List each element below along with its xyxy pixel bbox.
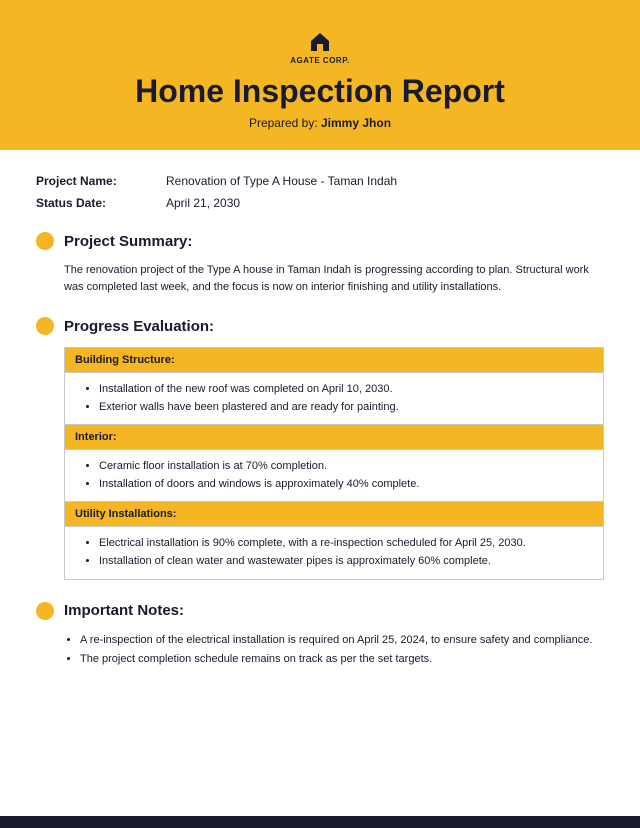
prepared-label: Prepared by: xyxy=(249,116,321,130)
section-head: Important Notes: xyxy=(36,602,604,620)
list-item: Installation of doors and windows is app… xyxy=(99,476,593,494)
bullet-icon xyxy=(36,232,54,250)
list-item: Installation of clean water and wastewat… xyxy=(99,553,593,571)
section-progress: Progress Evaluation: Building Structure:… xyxy=(36,317,604,580)
category-body: Installation of the new roof was complet… xyxy=(65,373,603,424)
category-body: Electrical installation is 90% complete,… xyxy=(65,527,603,578)
list-item: Installation of the new roof was complet… xyxy=(99,381,593,399)
list-item: Ceramic floor installation is at 70% com… xyxy=(99,458,593,476)
section-title: Project Summary: xyxy=(64,233,192,250)
logo: AGATE CORP. xyxy=(20,30,620,65)
prepared-by: Prepared by: Jimmy Jhon xyxy=(20,116,620,130)
report-title: Home Inspection Report xyxy=(20,73,620,110)
prepared-name: Jimmy Jhon xyxy=(321,116,391,130)
list-item: The project completion schedule remains … xyxy=(80,651,604,669)
meta-value: April 21, 2030 xyxy=(166,196,604,210)
section-title: Important Notes: xyxy=(64,602,184,619)
notes-list: A re-inspection of the electrical instal… xyxy=(36,632,604,669)
list-item: Exterior walls have been plastered and a… xyxy=(99,399,593,417)
category-body: Ceramic floor installation is at 70% com… xyxy=(65,450,603,501)
meta-project: Project Name: Renovation of Type A House… xyxy=(36,174,604,188)
company-name: AGATE CORP. xyxy=(290,56,349,65)
category-header: Building Structure: xyxy=(65,348,603,373)
section-title: Progress Evaluation: xyxy=(64,318,214,335)
house-icon xyxy=(308,30,332,54)
progress-table: Building Structure: Installation of the … xyxy=(64,347,604,580)
section-head: Project Summary: xyxy=(36,232,604,250)
bullet-icon xyxy=(36,317,54,335)
summary-text: The renovation project of the Type A hou… xyxy=(36,262,604,295)
content: Project Name: Renovation of Type A House… xyxy=(0,150,640,669)
section-head: Progress Evaluation: xyxy=(36,317,604,335)
section-summary: Project Summary: The renovation project … xyxy=(36,232,604,295)
list-item: A re-inspection of the electrical instal… xyxy=(80,632,604,650)
section-notes: Important Notes: A re-inspection of the … xyxy=(36,602,604,669)
category-header: Interior: xyxy=(65,424,603,450)
list-item: Electrical installation is 90% complete,… xyxy=(99,535,593,553)
category-header: Utility Installations: xyxy=(65,501,603,527)
footer-bar xyxy=(0,816,640,828)
meta-label: Project Name: xyxy=(36,174,166,188)
meta-label: Status Date: xyxy=(36,196,166,210)
report-header: AGATE CORP. Home Inspection Report Prepa… xyxy=(0,0,640,150)
meta-value: Renovation of Type A House - Taman Indah xyxy=(166,174,604,188)
meta-status: Status Date: April 21, 2030 xyxy=(36,196,604,210)
bullet-icon xyxy=(36,602,54,620)
